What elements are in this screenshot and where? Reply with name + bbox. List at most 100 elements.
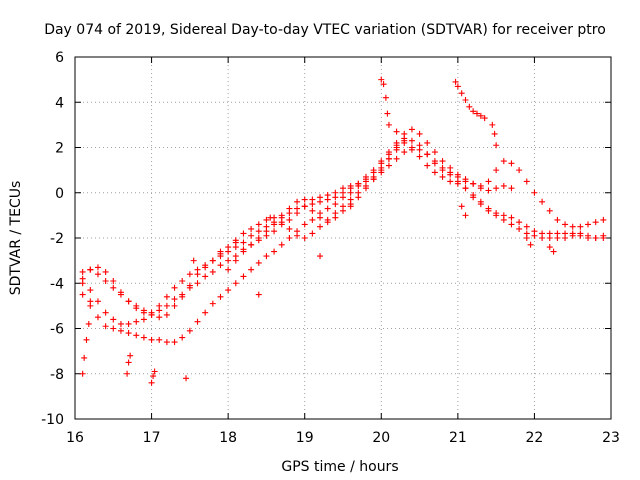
data-point [217, 293, 224, 300]
data-point [278, 241, 285, 248]
data-point [577, 232, 584, 239]
data-point [546, 244, 553, 251]
y-tick-label: -8 [50, 367, 64, 383]
data-point [133, 332, 140, 339]
data-point [370, 167, 377, 174]
data-point [301, 203, 308, 210]
data-point [447, 169, 454, 176]
data-point [462, 185, 469, 192]
data-point [562, 230, 569, 237]
data-point [163, 311, 170, 318]
data-markers [79, 76, 607, 386]
x-tick-label: 21 [449, 430, 467, 446]
data-point [416, 153, 423, 160]
data-point [523, 235, 530, 241]
data-point [554, 216, 561, 223]
data-point [102, 277, 109, 284]
y-tick-labels: 6 4 2 0 -2 -4 -6 -8 -10 [41, 50, 64, 428]
data-point [94, 298, 101, 305]
data-point [347, 203, 354, 210]
data-point [462, 212, 469, 219]
data-point [117, 320, 124, 327]
data-point [401, 130, 408, 137]
data-point [156, 314, 163, 321]
y-tick-label: 0 [55, 186, 64, 202]
data-point [232, 257, 239, 264]
data-point [186, 271, 193, 278]
data-point [286, 216, 293, 223]
data-point [85, 320, 92, 327]
data-point [255, 235, 262, 241]
data-point [362, 178, 369, 185]
data-point [240, 230, 247, 237]
data-point [516, 167, 523, 174]
data-point [401, 137, 408, 144]
data-point [550, 248, 557, 255]
data-point [301, 196, 308, 203]
data-point [278, 219, 285, 226]
data-point [267, 214, 274, 221]
data-point [163, 302, 170, 309]
data-point [309, 230, 316, 237]
data-point [294, 205, 301, 212]
data-point [202, 309, 209, 316]
data-point [125, 359, 132, 366]
data-point [378, 164, 385, 171]
y-tick-label: -4 [50, 276, 64, 292]
data-point [508, 221, 515, 228]
data-point [477, 185, 484, 192]
data-point [110, 284, 117, 291]
data-point [87, 302, 94, 309]
data-point [171, 302, 178, 309]
data-point [179, 277, 186, 284]
data-point [271, 228, 278, 235]
data-point [248, 241, 255, 248]
x-tick-label: 17 [143, 430, 161, 446]
data-point [179, 293, 186, 300]
data-point [355, 189, 362, 196]
data-point [600, 232, 607, 239]
data-point [83, 336, 90, 343]
data-point [171, 339, 178, 346]
data-point [194, 280, 201, 287]
data-point [493, 210, 500, 217]
data-point [431, 169, 438, 176]
data-point [317, 253, 324, 260]
x-tick-labels: 16 17 18 19 20 21 22 23 [66, 430, 620, 446]
series-track-d [79, 146, 515, 321]
chart-title: Day 074 of 2019, Sidereal Day-to-day VTE… [44, 22, 606, 38]
data-point [340, 185, 346, 192]
data-point [508, 185, 515, 192]
data-point [491, 130, 498, 137]
data-point [462, 96, 469, 103]
data-point [393, 155, 400, 162]
data-point [539, 230, 546, 237]
data-point [481, 115, 488, 122]
data-point [255, 291, 262, 298]
data-point [194, 318, 201, 325]
data-point [225, 257, 232, 264]
data-point [539, 198, 546, 205]
data-point [94, 271, 101, 278]
data-point [585, 235, 592, 241]
data-point [117, 289, 124, 296]
data-point [385, 155, 392, 162]
data-point [117, 327, 124, 334]
data-point [523, 178, 530, 185]
data-point [562, 221, 569, 228]
data-point [332, 210, 339, 217]
series-outliers [79, 76, 557, 386]
data-point [294, 198, 301, 205]
data-point [263, 216, 270, 223]
data-point [94, 264, 101, 271]
x-tick-label: 18 [219, 430, 237, 446]
data-point [416, 130, 423, 137]
data-point [477, 112, 484, 119]
data-point [332, 201, 339, 208]
data-point [393, 144, 400, 151]
data-point [466, 103, 473, 110]
data-point [190, 257, 197, 264]
data-point [225, 266, 232, 273]
data-point [347, 182, 354, 189]
x-tick-label: 16 [66, 430, 84, 446]
